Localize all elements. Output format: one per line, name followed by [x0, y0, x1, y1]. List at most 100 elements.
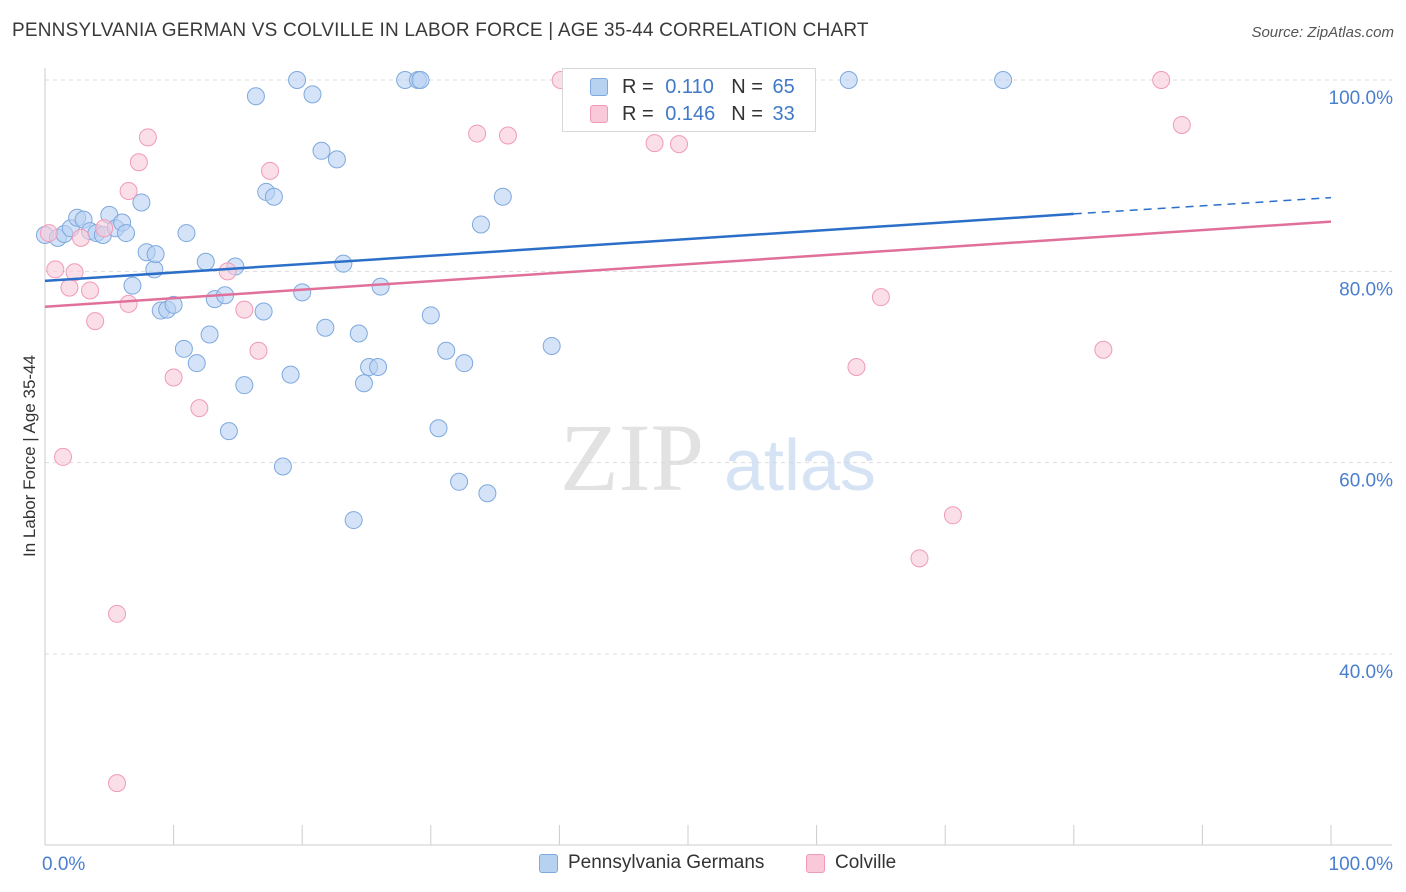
data-points	[36, 71, 1191, 793]
point-colville	[871, 288, 890, 307]
point-colville	[119, 294, 138, 313]
point-pennsylvania-german	[254, 302, 273, 321]
bottom-legend-swatch-blue	[539, 853, 558, 873]
x-tick-label: 100.0%	[1329, 854, 1394, 875]
bottom-legend-label: Colville	[835, 852, 897, 873]
point-pennsylvania-german	[371, 277, 390, 296]
point-pennsylvania-german	[164, 295, 183, 314]
point-pennsylvania-german	[117, 224, 136, 243]
point-colville	[847, 358, 866, 376]
point-pennsylvania-german	[471, 215, 490, 234]
axes	[44, 68, 1392, 846]
point-pennsylvania-german	[354, 374, 373, 393]
legend-row-colville: R = 0.146 N = 33	[563, 100, 795, 128]
legend-n-label: N =	[731, 102, 769, 125]
point-pennsylvania-german	[542, 336, 561, 355]
point-pennsylvania-german	[478, 484, 497, 503]
point-pennsylvania-german	[994, 71, 1013, 89]
bottom-legend-label: Pennsylvania Germans	[568, 852, 765, 873]
point-colville	[138, 128, 157, 147]
point-pennsylvania-german	[327, 150, 346, 169]
point-colville	[54, 447, 73, 466]
point-pennsylvania-german	[316, 318, 335, 337]
legend-swatch-blue	[590, 78, 608, 96]
watermark: ZIP atlas	[560, 404, 876, 511]
point-pennsylvania-german	[411, 71, 430, 89]
bottom-legend-pennsylvania-germans: Pennsylvania Germans	[539, 852, 764, 874]
point-colville	[235, 300, 254, 319]
point-pennsylvania-german	[303, 85, 322, 104]
point-colville	[39, 224, 58, 243]
y-tick-label: 60.0%	[1339, 471, 1393, 492]
point-pennsylvania-german	[174, 339, 193, 358]
correlation-legend: R = 0.110 N = 65 R = 0.146 N = 33	[562, 68, 816, 132]
point-pennsylvania-german	[235, 376, 254, 395]
trend-line-colville	[44, 220, 1332, 308]
point-pennsylvania-german	[264, 187, 283, 206]
point-colville	[72, 228, 91, 247]
trend-line-pennsylvania-germans	[44, 212, 1074, 283]
legend-row-pennsylvania-germans: R = 0.110 N = 65	[563, 73, 795, 101]
point-colville	[910, 549, 929, 568]
point-colville	[119, 181, 138, 200]
y-tick-label: 40.0%	[1339, 662, 1393, 683]
point-pennsylvania-german	[196, 252, 215, 271]
point-pennsylvania-german	[429, 419, 448, 438]
point-colville	[1094, 340, 1113, 359]
y-tick-label: 80.0%	[1339, 279, 1393, 300]
point-pennsylvania-german	[288, 71, 307, 89]
point-pennsylvania-german	[344, 511, 363, 530]
point-pennsylvania-german	[187, 354, 206, 373]
point-colville	[46, 260, 65, 279]
tick-labels: 100.0% 80.0% 60.0% 40.0% 0.0% 100.0% In Labor …	[20, 88, 1393, 875]
point-pennsylvania-german	[146, 245, 165, 264]
chart-title: PENNSYLVANIA GERMAN VS COLVILLE IN LABOR…	[12, 20, 869, 41]
point-colville	[1172, 115, 1191, 134]
point-colville	[108, 604, 127, 623]
point-pennsylvania-german	[281, 365, 300, 384]
point-colville	[86, 312, 105, 331]
legend-r-value: 0.110	[665, 75, 714, 98]
legend-r-value: 0.146	[665, 102, 716, 125]
point-colville	[261, 161, 280, 180]
point-colville	[190, 399, 209, 418]
point-pennsylvania-german	[450, 472, 469, 491]
legend-n-value: 33	[772, 102, 795, 125]
point-pennsylvania-german	[293, 283, 312, 302]
legend-n-value: 65	[772, 75, 795, 98]
bottom-legend-swatch-pink	[806, 853, 825, 873]
point-pennsylvania-german	[369, 358, 388, 376]
point-pennsylvania-german	[349, 324, 368, 343]
point-colville	[95, 219, 114, 238]
bottom-legend-colville: Colville	[806, 852, 896, 874]
point-pennsylvania-german	[123, 276, 142, 295]
point-colville	[60, 278, 79, 297]
trend-lines	[44, 196, 1332, 308]
point-pennsylvania-german	[334, 254, 353, 273]
x-tick-label: 0.0%	[42, 854, 85, 875]
point-colville	[468, 124, 487, 143]
point-pennsylvania-german	[421, 306, 440, 325]
point-colville	[81, 281, 100, 300]
point-pennsylvania-german	[455, 354, 474, 373]
point-colville	[943, 506, 962, 525]
point-pennsylvania-german	[132, 193, 151, 212]
point-colville	[218, 262, 237, 281]
point-colville	[1152, 71, 1171, 89]
point-colville	[498, 126, 517, 145]
legend-r-label: R =	[622, 102, 660, 125]
watermark-atlas: atlas	[724, 426, 876, 506]
point-colville	[65, 263, 84, 282]
point-pennsylvania-german	[493, 187, 512, 206]
y-tick-label: 100.0%	[1329, 88, 1394, 109]
point-pennsylvania-german	[219, 422, 238, 441]
gridlines	[45, 79, 1392, 655]
legend-swatch-pink	[590, 105, 608, 123]
point-colville	[108, 774, 127, 793]
point-pennsylvania-german	[312, 141, 331, 160]
point-pennsylvania-german	[273, 457, 292, 476]
source-credit: Source: ZipAtlas.com	[1251, 24, 1394, 41]
point-colville	[669, 135, 688, 154]
legend-n-label: N =	[731, 75, 769, 98]
